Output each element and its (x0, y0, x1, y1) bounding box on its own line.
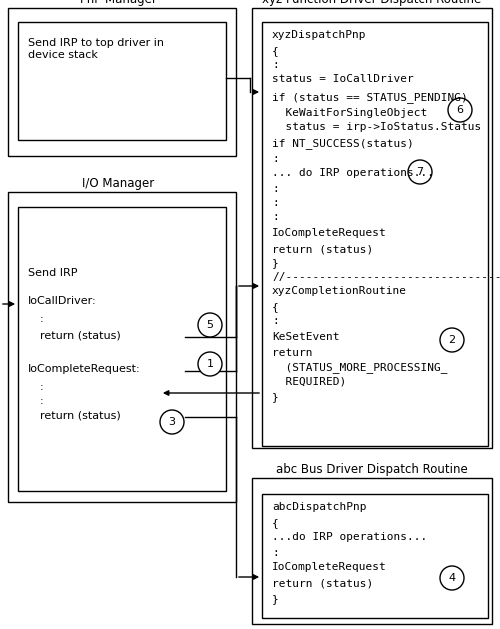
Bar (252, 478, 492, 624)
Text: abcDispatchPnp: abcDispatchPnp (272, 502, 366, 512)
Text: abc Bus Driver Dispatch Routine: abc Bus Driver Dispatch Routine (276, 463, 468, 476)
Text: return (status): return (status) (40, 330, 121, 340)
Text: 4: 4 (448, 573, 456, 583)
Text: I/O Manager: I/O Manager (82, 177, 154, 190)
Bar (8, 8, 236, 156)
Bar (262, 494, 488, 618)
Text: if NT_SUCCESS(status): if NT_SUCCESS(status) (272, 138, 414, 149)
Bar (262, 22, 488, 446)
Text: if (status == STATUS_PENDING): if (status == STATUS_PENDING) (272, 92, 468, 103)
Text: :: : (272, 184, 279, 194)
Bar (8, 192, 236, 502)
Circle shape (408, 160, 432, 184)
Text: //---------------------------------------------: //--------------------------------------… (272, 272, 500, 282)
Text: ... do IRP operations...: ... do IRP operations... (272, 168, 434, 178)
Text: IoCompleteRequest:: IoCompleteRequest: (28, 364, 140, 374)
Text: status = irp->IoStatus.Status: status = irp->IoStatus.Status (272, 122, 481, 132)
Bar (18, 22, 226, 140)
Text: :: : (272, 154, 279, 164)
Text: status = IoCallDriver: status = IoCallDriver (272, 74, 414, 84)
Text: IoCompleteRequest: IoCompleteRequest (272, 562, 387, 572)
Text: return: return (272, 348, 312, 358)
Text: :: : (272, 198, 279, 208)
Text: Send IRP: Send IRP (28, 268, 78, 278)
Text: 6: 6 (456, 105, 464, 115)
Text: {: { (272, 302, 279, 312)
Text: ...do IRP operations...: ...do IRP operations... (272, 532, 427, 542)
Circle shape (160, 410, 184, 434)
Text: }: } (272, 594, 279, 604)
Text: (STATUS_MORE_PROCESSING_: (STATUS_MORE_PROCESSING_ (272, 362, 448, 373)
Text: return (status): return (status) (40, 410, 121, 420)
Text: REQUIRED): REQUIRED) (272, 376, 346, 386)
Text: 3: 3 (168, 417, 175, 427)
Text: KeWaitForSingleObject: KeWaitForSingleObject (272, 108, 427, 118)
Text: Send IRP to top driver in
device stack: Send IRP to top driver in device stack (28, 38, 164, 60)
Bar (252, 8, 492, 448)
Text: :: : (272, 316, 279, 326)
Circle shape (440, 566, 464, 590)
Text: 7: 7 (416, 167, 424, 177)
Text: {: { (272, 46, 279, 56)
Circle shape (448, 98, 472, 122)
Text: {: { (272, 518, 279, 528)
Text: return (status): return (status) (272, 578, 373, 588)
Text: :: : (40, 314, 43, 324)
Text: xyz Function Driver Dispatch Routine: xyz Function Driver Dispatch Routine (262, 0, 482, 6)
Text: IoCompleteRequest: IoCompleteRequest (272, 228, 387, 238)
Text: :: : (272, 548, 279, 558)
Text: :: : (40, 396, 43, 406)
Text: KeSetEvent: KeSetEvent (272, 332, 340, 342)
Text: :: : (40, 382, 43, 392)
Text: :: : (272, 60, 279, 70)
Text: PnP Manager: PnP Manager (80, 0, 156, 6)
Circle shape (440, 328, 464, 352)
Circle shape (198, 352, 222, 376)
Text: xyzDispatchPnp: xyzDispatchPnp (272, 30, 366, 40)
Text: 1: 1 (206, 359, 214, 369)
Bar (18, 207, 226, 491)
Text: }: } (272, 392, 279, 402)
Text: return (status): return (status) (272, 244, 373, 254)
Text: :: : (272, 212, 279, 222)
Text: }: } (272, 258, 279, 268)
Text: 2: 2 (448, 335, 456, 345)
Circle shape (198, 313, 222, 337)
Text: IoCallDriver:: IoCallDriver: (28, 296, 96, 306)
Text: xyzCompletionRoutine: xyzCompletionRoutine (272, 286, 407, 296)
Text: 5: 5 (206, 320, 214, 330)
